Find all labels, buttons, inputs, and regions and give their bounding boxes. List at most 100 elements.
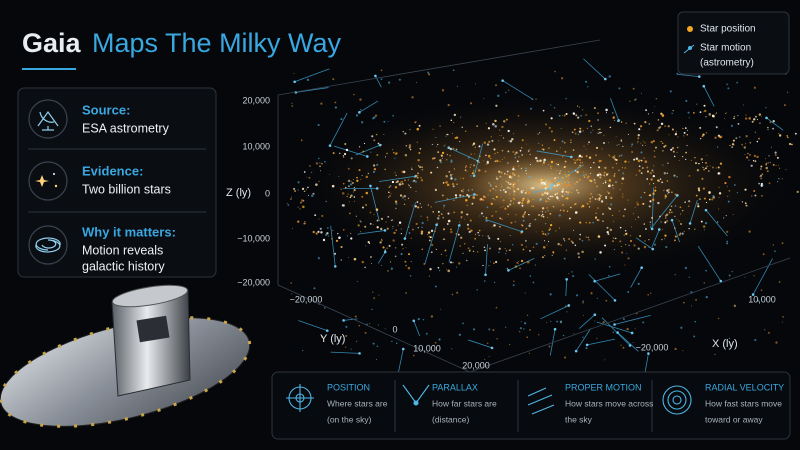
- halo-star: [321, 335, 324, 338]
- star: [564, 171, 566, 173]
- star: [350, 194, 353, 197]
- star: [592, 129, 594, 131]
- halo-star: [488, 355, 490, 357]
- star: [550, 160, 554, 164]
- star: [490, 202, 494, 206]
- star: [376, 219, 379, 222]
- star: [644, 240, 646, 242]
- vector-star: [401, 347, 405, 351]
- halo-star: [632, 341, 634, 344]
- star: [438, 214, 440, 217]
- star: [367, 172, 370, 175]
- halo-star: [786, 91, 789, 94]
- star: [670, 205, 673, 208]
- star: [638, 169, 641, 172]
- star: [615, 162, 618, 165]
- star: [391, 180, 395, 184]
- halo-star: [358, 324, 361, 327]
- star: [435, 248, 438, 251]
- halo-star: [360, 108, 362, 111]
- star: [510, 221, 513, 224]
- star: [585, 173, 588, 176]
- halo-star: [476, 289, 478, 291]
- star: [641, 167, 644, 169]
- halo-star: [427, 71, 430, 74]
- star: [676, 146, 679, 149]
- star: [552, 181, 555, 184]
- star: [449, 147, 453, 151]
- star: [654, 189, 657, 192]
- halo-star: [519, 327, 522, 330]
- halo-star: [489, 183, 492, 186]
- motion-vector: [588, 274, 616, 301]
- star: [574, 169, 577, 172]
- star: [608, 142, 609, 144]
- star: [552, 251, 555, 254]
- star: [529, 163, 532, 166]
- star: [446, 223, 449, 225]
- halo-star: [326, 227, 329, 229]
- star: [447, 212, 450, 215]
- halo-star: [376, 163, 379, 166]
- star: [349, 196, 352, 198]
- star: [402, 196, 404, 198]
- vector-star: [484, 273, 487, 277]
- star: [375, 133, 378, 136]
- star: [403, 195, 407, 198]
- halo-star: [538, 142, 540, 145]
- halo-star: [769, 161, 772, 164]
- halo-star: [394, 246, 397, 249]
- star: [700, 220, 703, 223]
- star: [558, 172, 561, 175]
- star: [551, 165, 553, 167]
- star: [621, 177, 625, 180]
- star: [437, 266, 440, 269]
- star: [291, 196, 292, 198]
- star: [743, 146, 747, 149]
- halo-star: [535, 242, 538, 245]
- star: [426, 233, 428, 235]
- star: [650, 178, 653, 181]
- star: [708, 198, 711, 201]
- halo-star: [388, 81, 391, 84]
- star: [507, 181, 510, 184]
- halo-star: [703, 111, 705, 113]
- star: [538, 213, 541, 217]
- star: [578, 256, 581, 259]
- star: [540, 182, 543, 185]
- halo-star: [348, 256, 350, 258]
- star: [618, 169, 620, 171]
- halo-star: [759, 175, 761, 178]
- halo-star: [635, 98, 637, 100]
- halo-star: [774, 250, 776, 253]
- star: [595, 146, 599, 149]
- star: [544, 255, 546, 257]
- star: [455, 196, 458, 199]
- star: [667, 162, 669, 164]
- star: [358, 169, 361, 172]
- star: [582, 109, 584, 111]
- star: [550, 179, 554, 183]
- star: [517, 201, 521, 205]
- motion-vector: [333, 145, 368, 157]
- star: [320, 231, 323, 234]
- star: [777, 181, 779, 183]
- vector-star: [550, 183, 554, 187]
- star: [594, 198, 597, 200]
- star: [494, 124, 497, 128]
- star: [421, 168, 424, 171]
- star: [490, 185, 492, 187]
- star: [489, 247, 491, 250]
- halo-star: [718, 208, 720, 210]
- halo-star: [350, 348, 352, 350]
- star: [443, 238, 446, 241]
- star: [349, 212, 351, 215]
- halo-star: [549, 227, 551, 229]
- motion-vector: [375, 75, 382, 88]
- motion-vector: [583, 58, 606, 80]
- plot-box: [277, 39, 791, 373]
- vector-star: [567, 304, 571, 307]
- card-title: Source:: [82, 102, 130, 117]
- star: [373, 164, 376, 167]
- star: [513, 133, 515, 135]
